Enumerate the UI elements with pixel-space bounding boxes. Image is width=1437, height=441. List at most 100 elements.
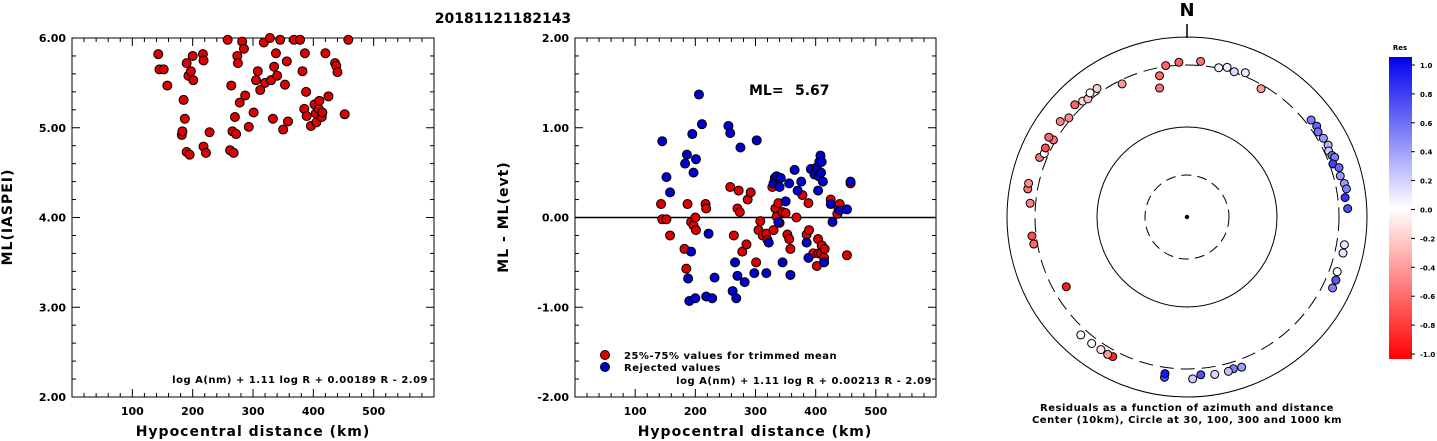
station-marker xyxy=(1210,369,1220,379)
data-point xyxy=(819,243,830,254)
panel1-axes: 100 200 300 400 500 2.00 3.00 4.00 5.00 6.00 xyxy=(39,32,434,418)
station-marker xyxy=(1214,63,1224,73)
station-marker xyxy=(1338,248,1348,258)
station-marker xyxy=(1027,231,1037,241)
data-point xyxy=(240,90,251,101)
colorbar-tick-label: 0.0 xyxy=(1420,207,1433,215)
panel2-xlabel: Hypocentral distance (km) xyxy=(638,424,873,440)
station-marker xyxy=(1155,83,1165,93)
data-point xyxy=(728,230,739,241)
station-marker xyxy=(1343,204,1353,214)
data-point xyxy=(238,43,249,54)
x-tick-label: 300 xyxy=(242,405,265,418)
x-tick-label: 200 xyxy=(684,405,707,418)
station-marker xyxy=(1076,330,1086,340)
data-point-rejected xyxy=(792,185,803,196)
station-marker xyxy=(1024,178,1034,188)
panel2-points xyxy=(656,89,856,306)
data-point xyxy=(229,111,240,122)
colorbar-ticks: 1.0 0.8 0.6 0.4 0.2 0.0 -0.2 -0.4 -0.6 -0.8 -1.0 xyxy=(1411,62,1435,359)
legend-marker-trimmed xyxy=(600,350,610,360)
panel1-xlabel: Hypocentral distance (km) xyxy=(136,424,371,440)
panel1-points xyxy=(153,33,354,160)
data-point xyxy=(252,66,263,77)
data-point-rejected xyxy=(784,178,795,189)
station-marker xyxy=(1222,62,1232,72)
colorbar-tick-label: 0.8 xyxy=(1420,91,1433,99)
station-marker xyxy=(1328,283,1338,293)
station-marker xyxy=(1340,193,1350,203)
data-point xyxy=(251,75,262,86)
ring-1000km xyxy=(1006,36,1368,398)
x-tick-label: 400 xyxy=(804,405,827,418)
y-tick-label: 6.00 xyxy=(39,32,66,45)
colorbar-gradient xyxy=(1389,57,1412,359)
legend-marker-rejected xyxy=(600,362,610,372)
data-point-rejected xyxy=(785,269,796,280)
data-point-rejected xyxy=(731,293,742,304)
data-point xyxy=(791,212,802,223)
data-point xyxy=(784,234,795,245)
data-point-rejected xyxy=(816,167,827,178)
y-tick-label: -2.00 xyxy=(537,391,569,404)
data-point xyxy=(187,50,198,61)
station-marker xyxy=(1196,370,1206,380)
station-marker xyxy=(1055,116,1065,126)
data-point xyxy=(665,230,676,241)
station-marker xyxy=(1087,339,1097,349)
data-point xyxy=(222,34,233,45)
polar-caption-line2: Center (10km), Circle at 30, 100, 300 an… xyxy=(1032,415,1342,426)
data-point xyxy=(297,66,308,77)
data-point xyxy=(269,61,280,72)
data-point-rejected xyxy=(777,257,788,268)
x-tick-label: 500 xyxy=(864,405,887,418)
data-point-rejected xyxy=(681,149,692,160)
data-point-rejected xyxy=(735,142,746,153)
x-tick-label: 400 xyxy=(302,405,325,418)
data-point xyxy=(343,34,354,45)
y-tick-label: 1.00 xyxy=(542,122,569,135)
data-point-rejected xyxy=(690,293,701,304)
data-point xyxy=(264,33,275,43)
station-marker xyxy=(1064,113,1074,123)
x-tick-label: 100 xyxy=(121,405,144,418)
data-point xyxy=(162,80,173,91)
station-marker xyxy=(1237,362,1247,372)
data-point xyxy=(733,185,744,196)
data-point-rejected xyxy=(686,246,697,257)
colorbar-tick-label: 0.6 xyxy=(1420,120,1433,128)
station-marker xyxy=(1196,56,1206,66)
data-point-rejected xyxy=(789,164,800,175)
data-point xyxy=(661,214,672,225)
station-marker xyxy=(1092,83,1102,93)
data-point-rejected xyxy=(801,237,812,248)
figure-title: 20181121182143 xyxy=(435,11,571,27)
colorbar-tick-label: -0.8 xyxy=(1420,322,1435,330)
data-point xyxy=(153,49,164,60)
panel-residual-vs-distance: 100 200 300 400 500 -2.00 -1.00 0.00 1.00 2.00 ML… xyxy=(496,32,937,440)
data-point xyxy=(741,239,752,250)
north-label: N xyxy=(1179,0,1194,21)
y-tick-label: -1.00 xyxy=(537,301,569,314)
data-point xyxy=(267,113,278,124)
data-point xyxy=(701,203,712,214)
data-point xyxy=(323,91,334,102)
station-marker xyxy=(1070,100,1080,110)
station-marker xyxy=(1331,275,1341,285)
colorbar-tick-label: 0.4 xyxy=(1420,149,1433,157)
station-marker xyxy=(1223,366,1233,376)
data-point xyxy=(301,86,312,97)
data-point xyxy=(841,250,852,261)
data-point xyxy=(178,94,189,105)
data-point xyxy=(281,56,292,67)
colorbar-tick-label: -1.0 xyxy=(1420,351,1435,359)
data-point-rejected xyxy=(813,185,824,196)
data-point-rejected xyxy=(707,293,718,304)
data-point-rejected xyxy=(827,216,838,227)
y-tick-label: 2.00 xyxy=(39,391,66,404)
data-point xyxy=(185,66,196,77)
data-point-rejected xyxy=(709,272,720,283)
data-point xyxy=(231,129,242,140)
data-point xyxy=(314,95,325,106)
